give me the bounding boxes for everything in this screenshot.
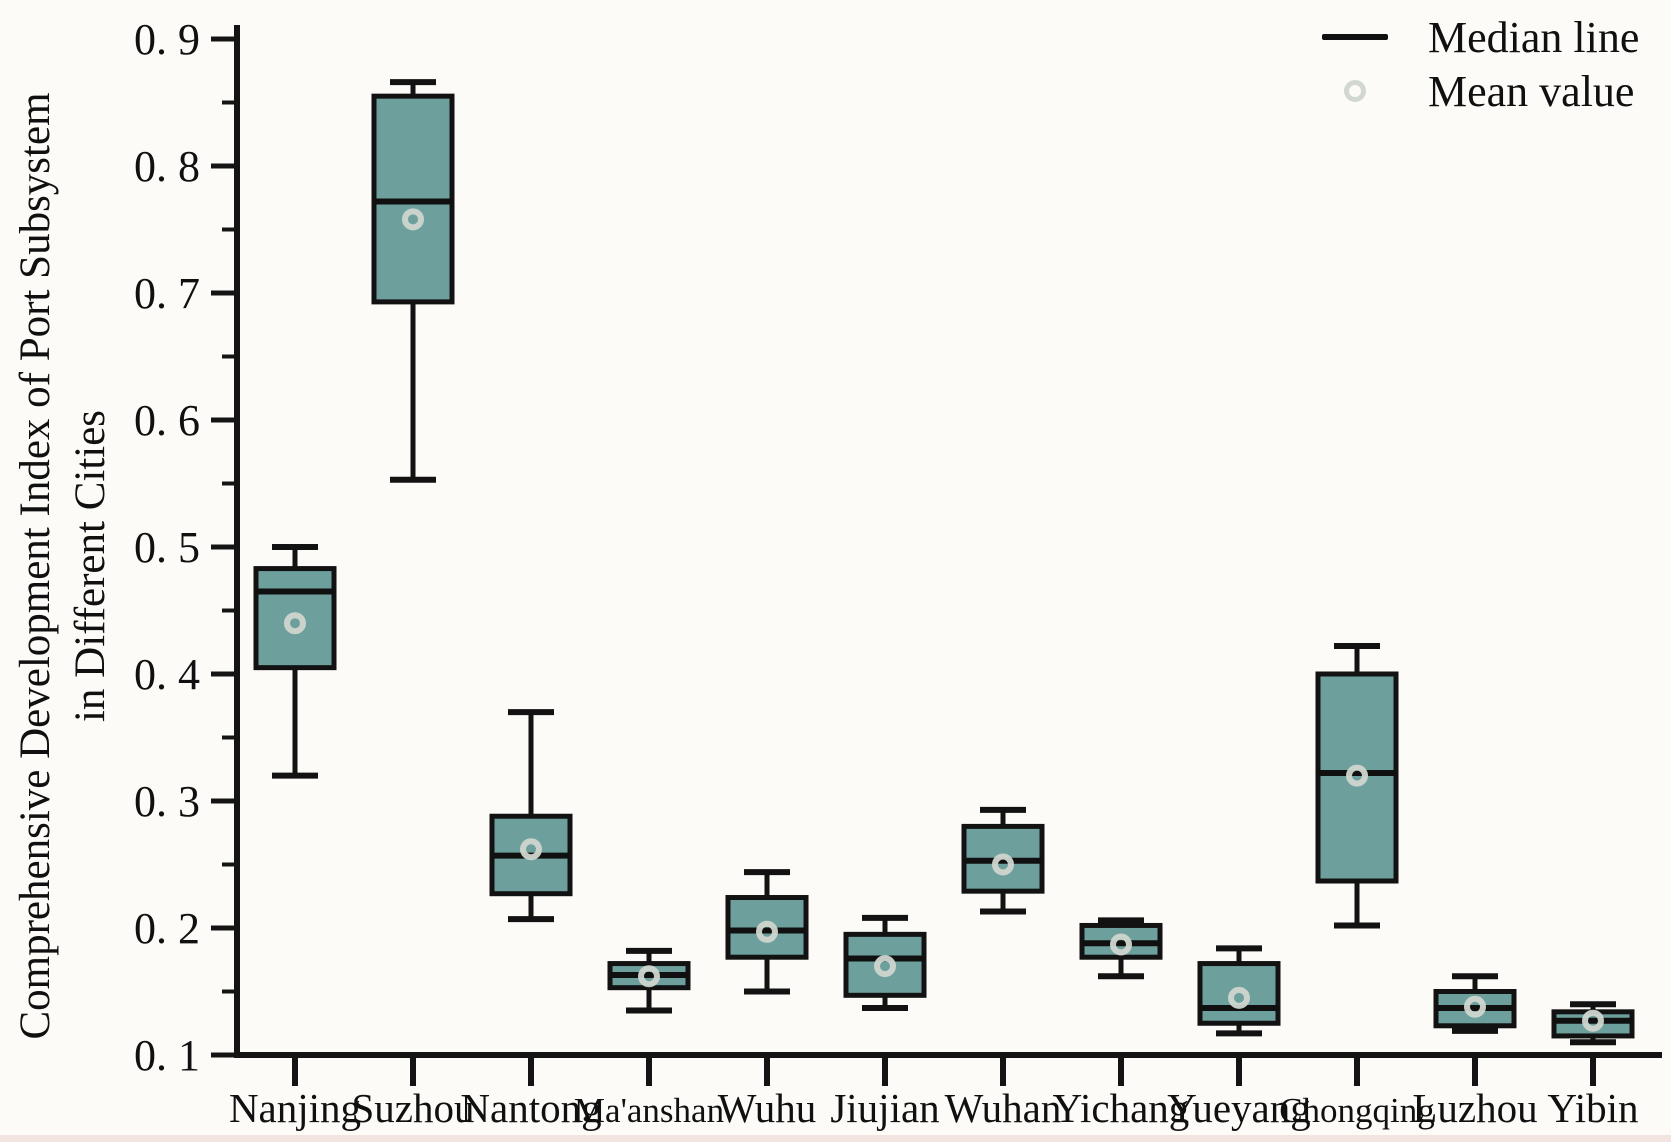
mean-marker-nanjing: [284, 612, 306, 635]
y-tick-label: 0. 5: [134, 523, 200, 572]
mean-marker-yueyang: [1228, 986, 1250, 1009]
y-tick-label: 0. 7: [134, 269, 200, 318]
box-chongqing: [1315, 671, 1399, 884]
mean-marker-yibin: [1582, 1009, 1604, 1032]
city-label: Suzhou: [352, 1085, 475, 1131]
city-label: Yibin: [1547, 1085, 1638, 1131]
mean-marker-luzhou: [1464, 995, 1486, 1018]
city-label: Jiujian: [830, 1085, 939, 1131]
mean-marker-jiujian: [874, 955, 896, 978]
legend: Median line Mean value: [1316, 10, 1639, 118]
y-tick-label: 0. 6: [134, 396, 200, 445]
mean-marker-chongqing: [1346, 764, 1368, 787]
scan-artifact-strip: [0, 1135, 1671, 1142]
box-jiujian: [843, 931, 927, 998]
city-label: Nanjing: [229, 1085, 361, 1131]
y-tick-label: 0. 8: [134, 142, 200, 191]
city-label: Luzhou: [1412, 1085, 1537, 1131]
y-tick-label: 0. 1: [134, 1031, 200, 1080]
box-wuhu: [725, 895, 809, 960]
y-tick-label: 0. 4: [134, 650, 200, 699]
city-label: Ma'anshan: [574, 1091, 724, 1130]
city-label: Wuhan: [945, 1085, 1062, 1131]
y-axis-title: Comprehensive Development Index of Port …: [8, 92, 118, 1039]
legend-median-label: Median line: [1428, 12, 1640, 62]
legend-symbol-cell: [1316, 80, 1394, 102]
box-yueyang: [1197, 961, 1281, 1026]
median-line-icon: [1322, 34, 1388, 40]
legend-row-median: Median line: [1316, 10, 1639, 64]
mean-marker-yichang: [1110, 933, 1132, 956]
y-axis-title-line2: in Different Cities: [67, 409, 114, 723]
mean-marker-suzhou: [402, 208, 424, 231]
city-label: Yueyang: [1167, 1085, 1310, 1131]
city-label: Nantong: [460, 1085, 601, 1131]
legend-row-mean: Mean value: [1316, 64, 1639, 118]
legend-symbol-cell: [1316, 34, 1394, 40]
mean-value-icon: [1344, 80, 1366, 102]
y-tick-label: 0. 2: [134, 904, 200, 953]
mean-marker-nantong: [520, 838, 542, 861]
y-tick-label: 0. 9: [134, 15, 200, 64]
mean-marker-wuhan: [992, 853, 1014, 876]
city-label: Chongqing: [1279, 1091, 1435, 1130]
mean-marker-wuhu: [756, 920, 778, 943]
city-label: Wuhu: [718, 1085, 817, 1131]
y-axis-title-line1: Comprehensive Development Index of Port …: [12, 92, 59, 1040]
y-tick-label: 0. 3: [134, 777, 200, 826]
legend-mean-label: Mean value: [1428, 66, 1635, 116]
city-label: Yichang: [1053, 1085, 1190, 1131]
mean-marker-maanshan: [638, 965, 660, 988]
